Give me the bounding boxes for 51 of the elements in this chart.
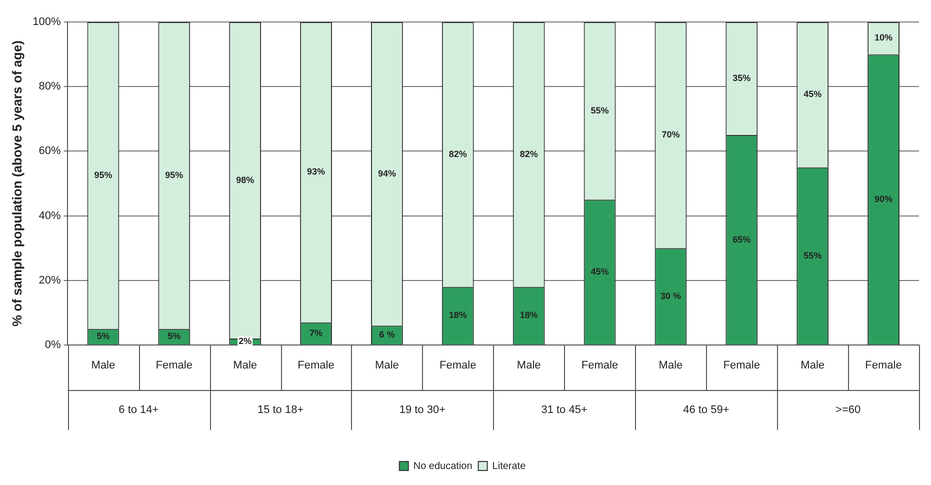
data-label: 18% — [448, 310, 467, 320]
text: 19 to 30+ — [399, 404, 446, 416]
x-tick-label: Female — [723, 360, 760, 372]
data-label: 95% — [94, 170, 112, 180]
x-tick-label: Male — [233, 360, 258, 372]
text: >=60 — [836, 404, 861, 416]
x-tick-label: Female — [440, 360, 476, 372]
data-label: 70% — [662, 130, 680, 140]
data-label: 98% — [236, 174, 254, 185]
x-tick-label: Female — [865, 360, 902, 372]
x-tick-label: Female — [298, 360, 334, 372]
y-tick-label: 20% — [38, 274, 61, 286]
data-label: 45% — [590, 266, 609, 277]
data-label: 45% — [804, 89, 822, 100]
data-label: 82% — [448, 148, 467, 159]
data-label: 30 % — [660, 290, 681, 301]
data-label: 6 % — [379, 330, 395, 340]
data-label: 2% — [238, 336, 252, 346]
data-label: 55% — [804, 250, 822, 260]
legend-label: No education — [413, 460, 472, 472]
legend-label: Literate — [492, 460, 526, 472]
text: 31 to 45+ — [541, 404, 588, 416]
y-tick-label: 0% — [44, 339, 61, 352]
data-label: 5% — [168, 331, 181, 342]
data-label: 7% — [310, 328, 323, 338]
text: 6 to 14+ — [118, 404, 159, 416]
x-tick-label: Female — [156, 360, 192, 372]
x-tick-label: Male — [800, 360, 825, 372]
data-label: 95% — [165, 170, 184, 180]
x-tick-label: Female — [581, 360, 618, 372]
x-tick-label: Male — [516, 360, 541, 372]
x-tick-label: Male — [658, 360, 683, 372]
text: 46 to 59+ — [683, 404, 730, 416]
data-label: 55% — [590, 105, 609, 116]
y-axis-title: % of sample population (above 5 years of age) — [9, 40, 24, 327]
y-tick-label: 80% — [38, 80, 61, 93]
x-tick-label: Male — [375, 360, 399, 372]
data-label: 94% — [378, 168, 396, 178]
data-label: 35% — [732, 73, 751, 84]
y-tick-label: 100% — [32, 16, 61, 28]
data-label: 90% — [874, 194, 893, 204]
text: 15 to 18+ — [257, 404, 304, 416]
data-label: 93% — [307, 166, 326, 177]
data-label: 18% — [520, 310, 538, 320]
y-tick-label: 60% — [38, 145, 61, 158]
data-label: 65% — [732, 234, 751, 244]
x-tick-label: Male — [91, 360, 116, 372]
y-tick-label: 40% — [38, 210, 61, 222]
data-label: 82% — [520, 148, 538, 159]
data-label: 5% — [96, 331, 110, 342]
data-label: 10% — [874, 32, 893, 43]
